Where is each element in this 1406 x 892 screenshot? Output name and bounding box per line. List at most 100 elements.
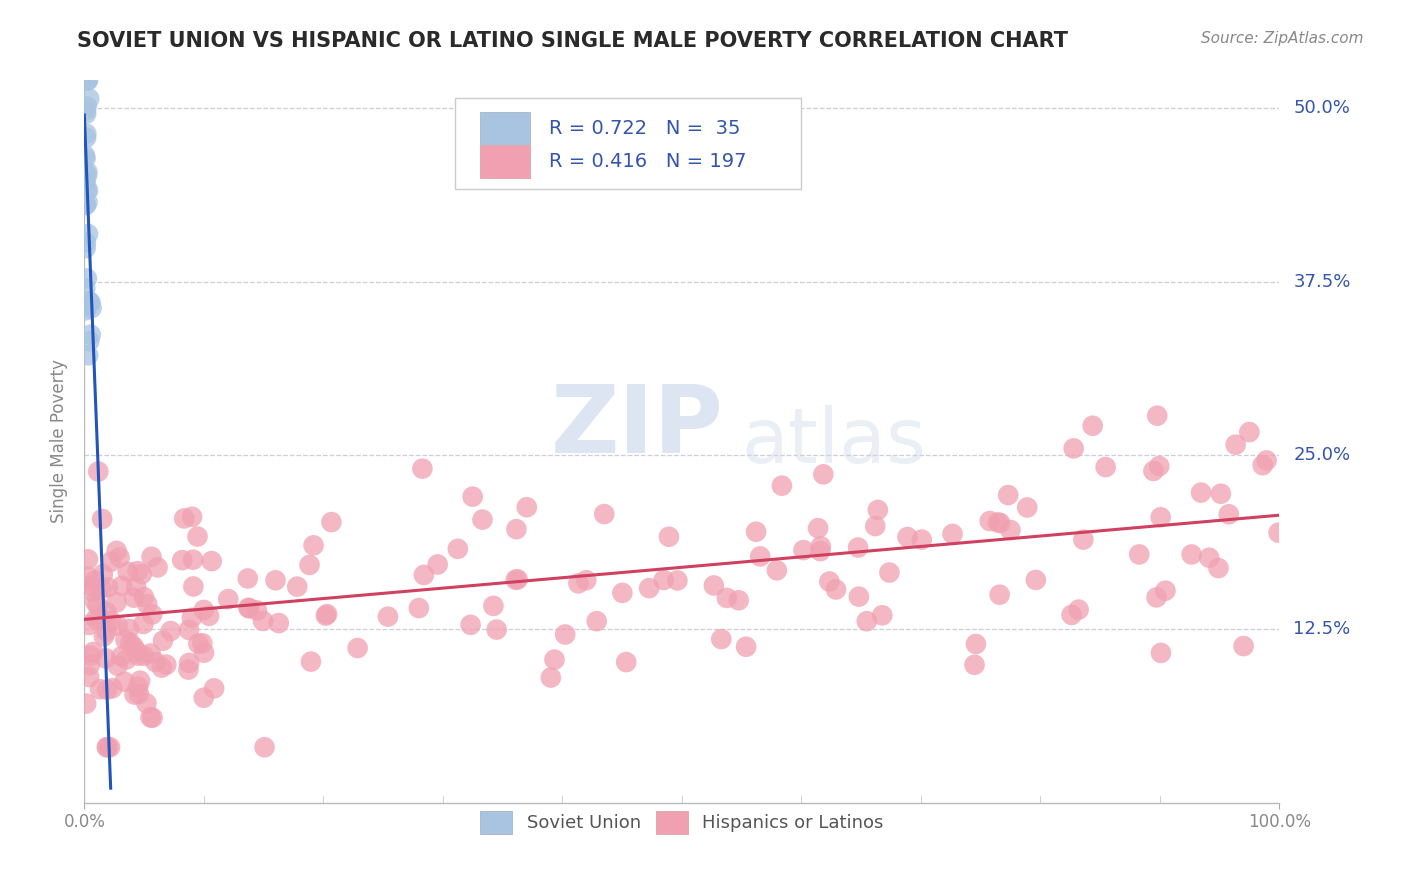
Point — [807, 521, 830, 535]
Point — [89, 682, 111, 697]
Point — [516, 500, 538, 515]
Point — [447, 541, 470, 556]
Point — [139, 710, 162, 724]
Point — [246, 603, 269, 617]
Y-axis label: Single Male Poverty: Single Male Poverty — [51, 359, 69, 524]
Point — [911, 533, 934, 547]
Point — [1017, 500, 1039, 515]
Point — [80, 301, 103, 315]
Point — [1142, 464, 1164, 478]
Point — [540, 671, 562, 685]
Point — [770, 478, 793, 492]
Point — [652, 573, 675, 587]
Point — [614, 655, 637, 669]
Point — [135, 696, 157, 710]
Point — [658, 530, 681, 544]
Point — [181, 552, 204, 566]
Point — [217, 592, 239, 607]
Point — [865, 519, 887, 533]
Point — [77, 552, 100, 566]
Point — [76, 569, 98, 583]
Point — [80, 296, 103, 310]
Point — [506, 573, 529, 587]
Point — [703, 578, 725, 592]
Point — [181, 509, 204, 524]
Point — [1209, 487, 1232, 501]
Point — [638, 581, 661, 595]
Point — [191, 636, 214, 650]
Point — [666, 574, 689, 588]
Point — [593, 507, 616, 521]
Point — [127, 648, 149, 663]
Point — [94, 651, 117, 665]
Point — [107, 618, 129, 632]
Point — [575, 573, 598, 587]
Point — [172, 553, 194, 567]
Point — [285, 580, 308, 594]
Point — [76, 195, 98, 210]
Point — [813, 467, 835, 482]
Point — [193, 646, 215, 660]
Point — [159, 624, 181, 638]
Point — [180, 611, 202, 625]
Point — [75, 281, 97, 295]
Point — [89, 611, 111, 625]
Point — [846, 541, 869, 555]
Point — [988, 516, 1011, 530]
Point — [810, 539, 832, 553]
Point — [107, 658, 129, 673]
Point — [710, 632, 733, 646]
FancyBboxPatch shape — [479, 145, 530, 178]
Point — [302, 538, 325, 552]
Point — [122, 640, 145, 654]
Point — [141, 549, 163, 564]
Point — [482, 599, 505, 613]
Point — [411, 461, 433, 475]
Point — [173, 511, 195, 525]
Point — [146, 560, 169, 574]
Point — [128, 687, 150, 701]
Point — [1239, 425, 1261, 439]
Point — [80, 579, 103, 593]
Point — [997, 488, 1019, 502]
Point — [96, 605, 118, 619]
Point — [187, 636, 209, 650]
Text: 50.0%: 50.0% — [1294, 99, 1350, 117]
Point — [76, 73, 98, 87]
Point — [114, 632, 136, 647]
Point — [252, 614, 274, 628]
Point — [132, 648, 155, 663]
Point — [177, 663, 200, 677]
Point — [896, 530, 918, 544]
Point — [612, 586, 634, 600]
Point — [236, 572, 259, 586]
Point — [75, 697, 97, 711]
Point — [76, 73, 98, 87]
Point — [1218, 508, 1240, 522]
Point — [90, 582, 112, 596]
Text: Source: ZipAtlas.com: Source: ZipAtlas.com — [1201, 31, 1364, 46]
Point — [1225, 438, 1247, 452]
Point — [745, 524, 768, 539]
Point — [77, 183, 100, 197]
Point — [120, 636, 142, 650]
Point — [118, 622, 141, 636]
Point — [1073, 533, 1095, 547]
Point — [1146, 591, 1168, 605]
Point — [460, 617, 482, 632]
Point — [75, 241, 97, 255]
Point — [1267, 525, 1289, 540]
Point — [321, 515, 343, 529]
Point — [80, 327, 103, 342]
Point — [238, 601, 260, 615]
Point — [101, 681, 124, 696]
Point — [471, 513, 494, 527]
Point — [316, 607, 339, 622]
Point — [567, 576, 589, 591]
Point — [408, 601, 430, 615]
Point — [186, 529, 208, 543]
Point — [127, 680, 149, 694]
Point — [84, 612, 107, 626]
Point — [150, 660, 173, 674]
Point — [1067, 602, 1090, 616]
